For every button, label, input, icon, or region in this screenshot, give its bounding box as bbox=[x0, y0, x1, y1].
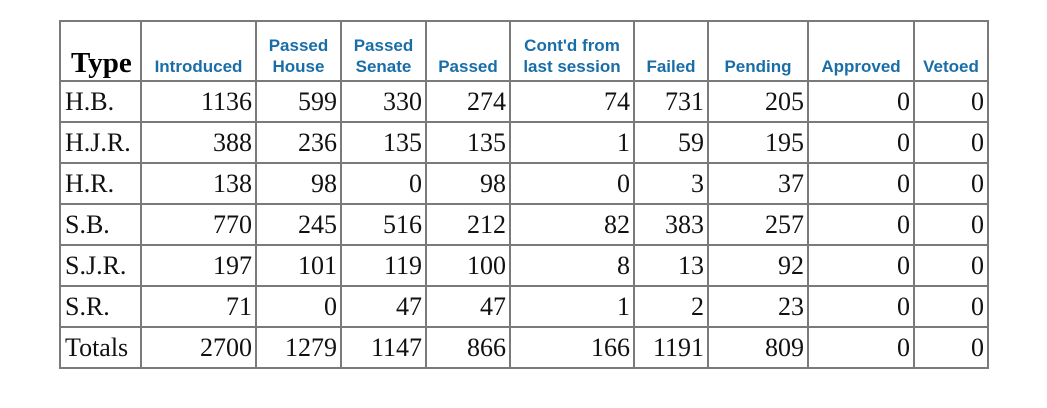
cell-passed-house: 245 bbox=[255, 203, 342, 246]
table-row: S.J.R. 197 101 119 100 8 13 92 0 0 bbox=[59, 244, 989, 287]
bill-status-table: Type Introduced Passed House Passed Sena… bbox=[59, 20, 989, 369]
cell-passed-house: 236 bbox=[255, 121, 342, 164]
table-row: H.J.R. 388 236 135 135 1 59 195 0 0 bbox=[59, 121, 989, 164]
cell-pending: 37 bbox=[707, 162, 809, 205]
cell-passed-senate: 330 bbox=[340, 80, 427, 123]
cell-introduced: 138 bbox=[140, 162, 257, 205]
table-row: H.B. 1136 599 330 274 74 731 205 0 0 bbox=[59, 80, 989, 123]
cell-contd: 1 bbox=[509, 285, 635, 328]
cell-vetoed: 0 bbox=[913, 203, 989, 246]
totals-row: Totals 2700 1279 1147 866 166 1191 809 0… bbox=[59, 326, 989, 369]
cell-type: H.J.R. bbox=[59, 121, 142, 164]
cell-pending: 92 bbox=[707, 244, 809, 287]
cell-type: S.J.R. bbox=[59, 244, 142, 287]
cell-approved: 0 bbox=[807, 285, 915, 328]
cell-approved: 0 bbox=[807, 162, 915, 205]
cell-introduced: 770 bbox=[140, 203, 257, 246]
header-failed[interactable]: Failed bbox=[633, 20, 709, 82]
cell-failed: 3 bbox=[633, 162, 709, 205]
cell-approved: 0 bbox=[807, 244, 915, 287]
cell-failed: 731 bbox=[633, 80, 709, 123]
cell-vetoed: 0 bbox=[913, 80, 989, 123]
cell-passed: 274 bbox=[425, 80, 511, 123]
cell-contd: 74 bbox=[509, 80, 635, 123]
cell-passed-house: 0 bbox=[255, 285, 342, 328]
cell-approved: 0 bbox=[807, 80, 915, 123]
cell-vetoed: 0 bbox=[913, 326, 989, 369]
cell-approved: 0 bbox=[807, 121, 915, 164]
cell-vetoed: 0 bbox=[913, 244, 989, 287]
cell-vetoed: 0 bbox=[913, 162, 989, 205]
header-introduced[interactable]: Introduced bbox=[140, 20, 257, 82]
cell-passed-house: 101 bbox=[255, 244, 342, 287]
cell-introduced: 71 bbox=[140, 285, 257, 328]
cell-passed: 100 bbox=[425, 244, 511, 287]
cell-passed: 212 bbox=[425, 203, 511, 246]
header-passed-house[interactable]: Passed House bbox=[255, 20, 342, 82]
cell-approved: 0 bbox=[807, 203, 915, 246]
cell-vetoed: 0 bbox=[913, 121, 989, 164]
cell-failed: 1191 bbox=[633, 326, 709, 369]
cell-passed-house: 599 bbox=[255, 80, 342, 123]
table-row: S.R. 71 0 47 47 1 2 23 0 0 bbox=[59, 285, 989, 328]
cell-introduced: 388 bbox=[140, 121, 257, 164]
cell-type: H.B. bbox=[59, 80, 142, 123]
cell-contd: 0 bbox=[509, 162, 635, 205]
cell-contd: 1 bbox=[509, 121, 635, 164]
cell-passed-house: 98 bbox=[255, 162, 342, 205]
cell-pending: 257 bbox=[707, 203, 809, 246]
cell-passed-senate: 0 bbox=[340, 162, 427, 205]
cell-passed-senate: 119 bbox=[340, 244, 427, 287]
table-row: H.R. 138 98 0 98 0 3 37 0 0 bbox=[59, 162, 989, 205]
cell-type: S.R. bbox=[59, 285, 142, 328]
cell-pending: 809 bbox=[707, 326, 809, 369]
header-contd-from-last-session[interactable]: Cont'd from last session bbox=[509, 20, 635, 82]
cell-introduced: 2700 bbox=[140, 326, 257, 369]
cell-pending: 23 bbox=[707, 285, 809, 328]
cell-vetoed: 0 bbox=[913, 285, 989, 328]
cell-contd: 8 bbox=[509, 244, 635, 287]
cell-contd: 166 bbox=[509, 326, 635, 369]
cell-passed-senate: 135 bbox=[340, 121, 427, 164]
header-vetoed[interactable]: Vetoed bbox=[913, 20, 989, 82]
cell-approved: 0 bbox=[807, 326, 915, 369]
cell-type: H.R. bbox=[59, 162, 142, 205]
header-pending[interactable]: Pending bbox=[707, 20, 809, 82]
header-type: Type bbox=[59, 20, 142, 82]
header-passed-senate[interactable]: Passed Senate bbox=[340, 20, 427, 82]
cell-introduced: 197 bbox=[140, 244, 257, 287]
cell-failed: 59 bbox=[633, 121, 709, 164]
table-header-row: Type Introduced Passed House Passed Sena… bbox=[59, 20, 989, 82]
cell-passed: 135 bbox=[425, 121, 511, 164]
cell-pending: 205 bbox=[707, 80, 809, 123]
cell-failed: 2 bbox=[633, 285, 709, 328]
cell-failed: 383 bbox=[633, 203, 709, 246]
cell-passed-house: 1279 bbox=[255, 326, 342, 369]
header-approved[interactable]: Approved bbox=[807, 20, 915, 82]
header-passed[interactable]: Passed bbox=[425, 20, 511, 82]
cell-passed: 47 bbox=[425, 285, 511, 328]
cell-introduced: 1136 bbox=[140, 80, 257, 123]
table-row: S.B. 770 245 516 212 82 383 257 0 0 bbox=[59, 203, 989, 246]
cell-failed: 13 bbox=[633, 244, 709, 287]
cell-passed-senate: 1147 bbox=[340, 326, 427, 369]
cell-passed-senate: 516 bbox=[340, 203, 427, 246]
cell-pending: 195 bbox=[707, 121, 809, 164]
cell-passed-senate: 47 bbox=[340, 285, 427, 328]
cell-passed: 98 bbox=[425, 162, 511, 205]
cell-contd: 82 bbox=[509, 203, 635, 246]
cell-type: Totals bbox=[59, 326, 142, 369]
cell-type: S.B. bbox=[59, 203, 142, 246]
cell-passed: 866 bbox=[425, 326, 511, 369]
